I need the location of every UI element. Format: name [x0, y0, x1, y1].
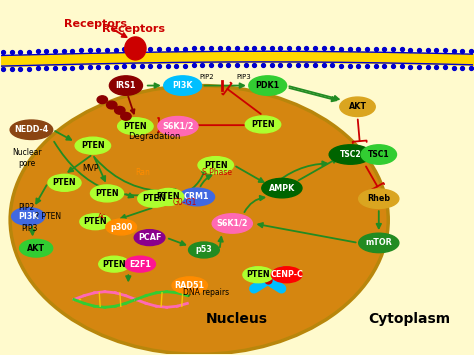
Text: PIP3: PIP3: [21, 224, 37, 233]
Text: PCAF: PCAF: [138, 233, 161, 242]
Text: PTEN: PTEN: [102, 260, 126, 269]
Ellipse shape: [153, 189, 184, 206]
Text: PTEN: PTEN: [251, 120, 275, 129]
Ellipse shape: [179, 188, 215, 206]
Text: PTEN: PTEN: [246, 270, 270, 279]
Text: CRM1: CRM1: [184, 192, 210, 201]
Text: Cytoplasm: Cytoplasm: [368, 312, 451, 326]
Text: PI3K: PI3K: [18, 212, 38, 221]
Ellipse shape: [10, 120, 53, 140]
Text: AKT: AKT: [348, 102, 366, 111]
Ellipse shape: [359, 233, 399, 253]
Text: RAD51: RAD51: [175, 281, 205, 290]
Circle shape: [107, 101, 117, 109]
Text: AKT: AKT: [27, 244, 45, 253]
Ellipse shape: [75, 137, 110, 154]
Ellipse shape: [19, 239, 53, 257]
Ellipse shape: [329, 145, 372, 164]
Text: p300: p300: [110, 223, 132, 231]
Ellipse shape: [262, 178, 302, 198]
Ellipse shape: [48, 174, 81, 191]
Ellipse shape: [340, 97, 375, 116]
Text: DNA repairs: DNA repairs: [183, 288, 229, 297]
Text: PIP3: PIP3: [237, 74, 252, 80]
Text: PIP2: PIP2: [199, 74, 214, 80]
Ellipse shape: [118, 118, 153, 135]
Text: Receptors: Receptors: [101, 24, 164, 34]
Ellipse shape: [172, 277, 208, 294]
Text: Receptors: Receptors: [64, 19, 127, 29]
Text: PTEN: PTEN: [143, 194, 166, 203]
Ellipse shape: [80, 214, 110, 230]
Text: CENP-C: CENP-C: [270, 270, 303, 279]
Ellipse shape: [164, 76, 201, 95]
Ellipse shape: [11, 208, 45, 225]
Text: p53: p53: [196, 246, 212, 255]
Text: PIP2: PIP2: [18, 203, 35, 212]
Circle shape: [121, 113, 131, 120]
Text: AMPK: AMPK: [269, 184, 295, 193]
Text: PTEN: PTEN: [157, 192, 180, 201]
Ellipse shape: [138, 190, 171, 207]
Ellipse shape: [109, 76, 143, 95]
Circle shape: [115, 106, 125, 114]
Text: PTEN: PTEN: [124, 122, 147, 131]
Text: Ran: Ran: [135, 168, 150, 177]
Ellipse shape: [106, 219, 137, 235]
Text: Nucleus: Nucleus: [206, 312, 268, 326]
Text: PTEN: PTEN: [83, 217, 107, 226]
Ellipse shape: [359, 189, 399, 208]
Text: TSC2: TSC2: [339, 150, 361, 159]
Text: TSC1: TSC1: [368, 150, 390, 159]
Ellipse shape: [91, 185, 124, 202]
Ellipse shape: [271, 267, 302, 283]
Ellipse shape: [198, 157, 234, 174]
Text: IRS1: IRS1: [116, 81, 136, 90]
Text: MVP: MVP: [82, 164, 99, 173]
Ellipse shape: [158, 116, 198, 136]
Circle shape: [97, 96, 108, 104]
Ellipse shape: [10, 86, 388, 354]
Text: Rheb: Rheb: [367, 194, 391, 203]
Ellipse shape: [243, 267, 273, 283]
Text: PTEN: PTEN: [95, 189, 119, 198]
Text: S6K1/2: S6K1/2: [217, 219, 248, 228]
Text: PI3K: PI3K: [173, 81, 193, 90]
Text: PTEN: PTEN: [53, 178, 76, 187]
Ellipse shape: [99, 256, 129, 272]
Text: S Phase: S Phase: [202, 168, 232, 178]
Text: Ac: Ac: [98, 213, 107, 219]
Ellipse shape: [245, 116, 281, 133]
Text: PTEN: PTEN: [81, 141, 105, 150]
Ellipse shape: [125, 256, 155, 272]
Text: PTEN: PTEN: [204, 160, 228, 170]
Text: Nuclear
pore: Nuclear pore: [12, 148, 42, 168]
Text: ? PTEN: ? PTEN: [35, 212, 61, 221]
Ellipse shape: [125, 37, 146, 60]
Text: mTOR: mTOR: [365, 239, 392, 247]
Text: E2F1: E2F1: [129, 260, 151, 269]
Text: PDK1: PDK1: [255, 81, 280, 90]
Text: G0-G1: G0-G1: [173, 198, 197, 207]
Ellipse shape: [134, 230, 165, 246]
Ellipse shape: [189, 242, 219, 258]
Ellipse shape: [361, 145, 397, 164]
Ellipse shape: [249, 76, 287, 95]
Text: S6K1/2: S6K1/2: [162, 122, 194, 131]
Ellipse shape: [212, 214, 252, 233]
Text: NEDD-4: NEDD-4: [14, 125, 48, 134]
Text: Degradation: Degradation: [128, 132, 181, 141]
